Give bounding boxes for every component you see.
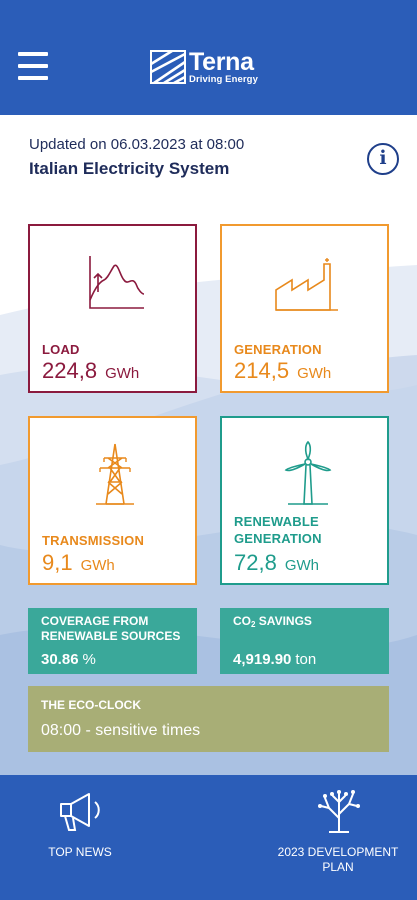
hamburger-menu-icon[interactable] — [18, 50, 50, 82]
eco-clock-label: THE ECO-CLOCK — [41, 698, 141, 712]
terna-logo: Terna Driving Energy — [150, 50, 258, 90]
load-value: 224,8 GWh — [42, 358, 140, 383]
brand-name: Terna — [189, 48, 254, 76]
app-header: Terna Driving Energy — [0, 0, 417, 115]
eco-clock-card[interactable]: THE ECO-CLOCK 08:00 - sensitive times — [28, 686, 389, 752]
page-title: Italian Electricity System — [29, 159, 230, 178]
co2-value: 4,919.90 ton — [233, 651, 317, 668]
brand-tagline: Driving Energy — [189, 74, 258, 85]
last-updated-text: Updated on 06.03.2023 at 08:00 — [29, 136, 245, 153]
factory-icon — [275, 258, 338, 311]
top-news-label: TOP NEWS — [48, 845, 112, 859]
co2-label: CO2 SAVINGS — [233, 614, 312, 629]
transmission-tile[interactable]: TRANSMISSION 9,1 GWh — [28, 416, 197, 585]
transmission-value: 9,1 GWh — [42, 550, 115, 575]
generation-value: 214,5 GWh — [234, 358, 332, 383]
eco-clock-value: 08:00 - sensitive times — [41, 722, 201, 739]
renewable-label-line2: GENERATION — [234, 531, 322, 546]
co2-savings-card[interactable]: CO2 SAVINGS 4,919.90 ton — [220, 608, 389, 674]
bottom-navigation: TOP NEWS 2023 DEVELOPMENT PLAN — [0, 775, 417, 900]
transmission-label: TRANSMISSION — [42, 533, 145, 548]
coverage-label: COVERAGE FROM RENEWABLE SOURCES — [41, 614, 181, 643]
wind-turbine-icon — [284, 440, 332, 505]
terna-logo-icon — [150, 50, 186, 84]
load-label: LOAD — [42, 342, 80, 357]
generation-label: GENERATION — [234, 342, 322, 357]
info-icon[interactable]: i — [367, 143, 399, 175]
coverage-renewable-card[interactable]: COVERAGE FROM RENEWABLE SOURCES 30.86% — [28, 608, 197, 674]
megaphone-icon — [60, 793, 100, 831]
nav-top-news[interactable]: TOP NEWS — [30, 775, 130, 900]
pylon-icon — [96, 443, 134, 505]
load-curve-icon — [89, 256, 145, 309]
renewable-value: 72,8 GWh — [234, 550, 319, 575]
generation-tile[interactable]: GENERATION 214,5 GWh — [220, 224, 389, 393]
renewable-generation-tile[interactable]: RENEWABLE GENERATION 72,8 GWh — [220, 416, 389, 585]
load-tile[interactable]: LOAD 224,8 GWh — [28, 224, 197, 393]
renewable-label-line1: RENEWABLE — [234, 514, 319, 529]
coverage-value: 30.86% — [41, 651, 96, 668]
nav-development-plan[interactable]: 2023 DEVELOPMENT PLAN — [262, 775, 414, 900]
tree-network-icon — [318, 790, 360, 833]
development-plan-label: 2023 DEVELOPMENT PLAN — [277, 845, 399, 874]
